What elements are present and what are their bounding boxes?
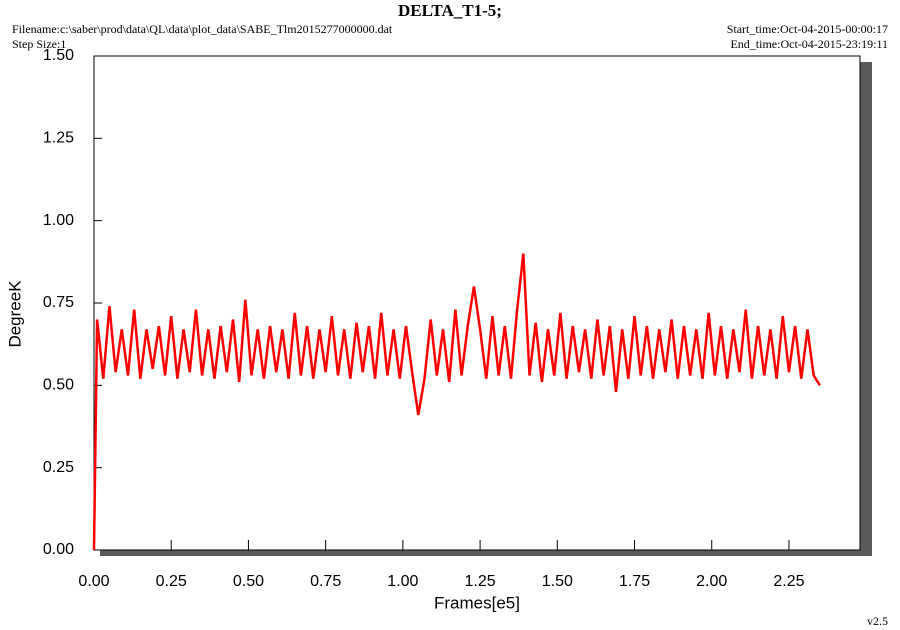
chart-title: DELTA_T1-5;	[398, 1, 502, 20]
step-size: Step Size:1	[12, 37, 66, 51]
data-line	[92, 253, 821, 551]
x-tick-label: 2.00	[696, 573, 727, 590]
y-tick-label: 0.25	[43, 459, 74, 476]
filename: Filename:c:\saber\prod\data\QL\data\plot…	[12, 22, 393, 36]
y-tick-label: 0.75	[43, 294, 74, 311]
start-time: Start_time:Oct-04-2015-00:00:17	[727, 22, 888, 36]
x-tick-label: 0.00	[78, 573, 109, 590]
x-tick-label: 0.25	[156, 573, 187, 590]
x-tick-label: 0.75	[310, 573, 341, 590]
x-tick-label: 2.25	[773, 573, 804, 590]
y-tick-label: 0.50	[43, 377, 74, 394]
end-time: End_time:Oct-04-2015-23:19:11	[730, 37, 888, 51]
x-tick-label: 1.00	[387, 573, 418, 590]
x-axis-label: Frames[e5]	[434, 593, 520, 612]
x-tick-label: 1.75	[619, 573, 650, 590]
y-axis-label: DegreeK	[5, 280, 24, 348]
x-tick-label: 1.50	[542, 573, 573, 590]
x-tick-label: 1.25	[465, 573, 496, 590]
version: v2.5	[867, 614, 888, 628]
x-tick-label: 0.50	[233, 573, 264, 590]
y-tick-label: 1.25	[43, 130, 74, 147]
y-tick-label: 0.00	[43, 541, 74, 558]
y-tick-label: 1.00	[43, 212, 74, 229]
y-tick-label: 1.50	[43, 47, 74, 64]
